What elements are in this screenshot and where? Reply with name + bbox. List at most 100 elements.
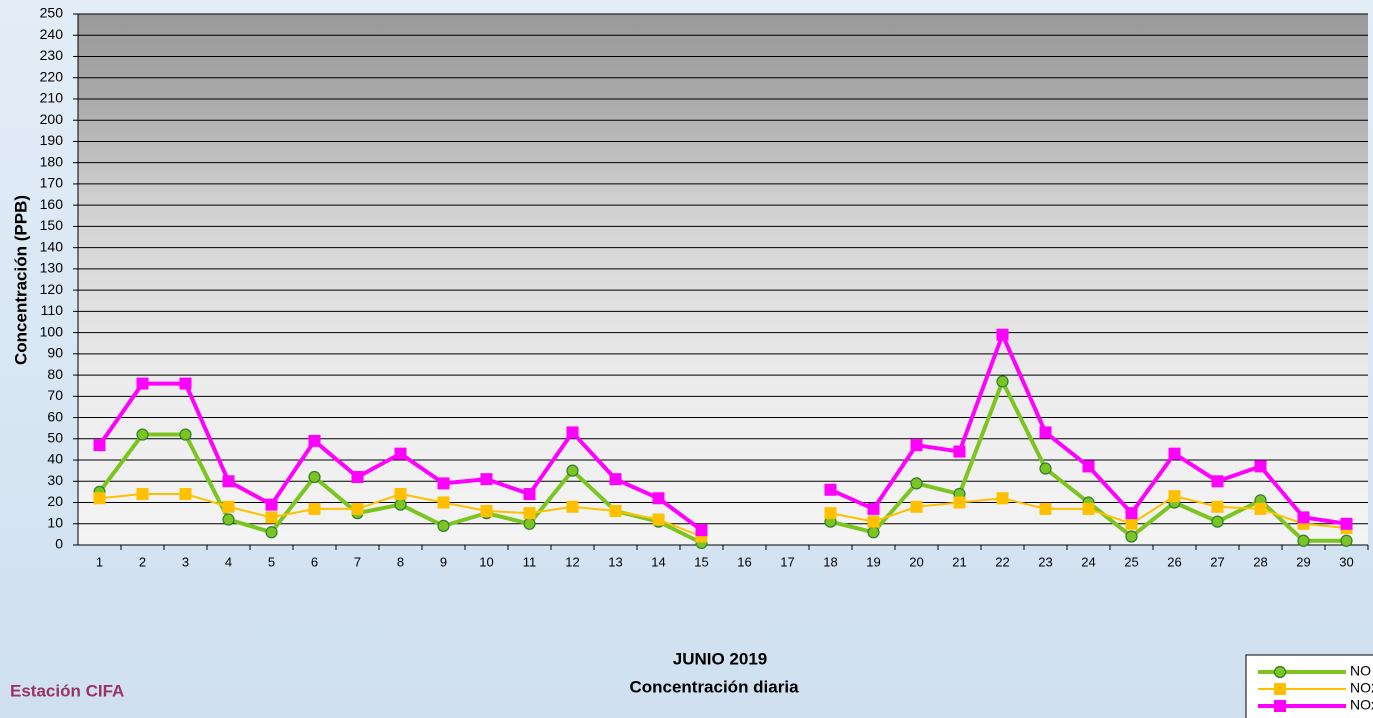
data-point — [438, 497, 450, 509]
data-point — [997, 376, 1008, 387]
x-tick-label: 12 — [565, 554, 579, 569]
y-tick-label: 60 — [47, 408, 63, 424]
y-tick-label: 70 — [47, 387, 63, 403]
data-point — [94, 492, 106, 504]
x-tick-label: 13 — [608, 554, 622, 569]
data-point — [825, 507, 837, 519]
data-point — [309, 503, 321, 515]
y-tick-label: 250 — [40, 5, 64, 21]
x-tick-label: 16 — [737, 554, 751, 569]
data-point — [438, 520, 449, 531]
y-tick-label: 140 — [40, 238, 64, 254]
x-tick-label: 21 — [952, 554, 966, 569]
x-tick-label: 18 — [823, 554, 837, 569]
data-point — [997, 329, 1009, 341]
y-tick-label: 170 — [40, 175, 64, 191]
data-point — [223, 514, 234, 525]
data-point — [1341, 535, 1352, 546]
x-tick-label: 15 — [694, 554, 708, 569]
data-point — [1126, 531, 1137, 542]
data-point — [1169, 490, 1181, 502]
y-tick-label: 150 — [40, 217, 64, 233]
data-point — [524, 518, 535, 529]
data-point — [266, 527, 277, 538]
data-point — [1040, 463, 1051, 474]
data-point — [223, 501, 235, 513]
data-point — [137, 429, 148, 440]
data-point — [395, 499, 406, 510]
legend-marker — [1274, 700, 1286, 712]
x-tick-label: 7 — [354, 554, 361, 569]
data-point — [266, 511, 278, 523]
data-point — [180, 378, 192, 390]
y-axis-label: Concentración (PPB) — [11, 195, 30, 365]
x-tick-label: 11 — [523, 554, 537, 569]
x-tick-label: 2 — [139, 554, 146, 569]
station-label: Estación CIFA — [10, 681, 124, 700]
y-tick-label: 80 — [47, 366, 63, 382]
data-point — [438, 477, 450, 489]
data-point — [1083, 503, 1095, 515]
data-point — [911, 439, 923, 451]
x-tick-label: 27 — [1210, 554, 1224, 569]
chart: Concentración (PPB) JUNIO 2019 Concentra… — [0, 0, 1373, 718]
y-tick-label: 30 — [47, 472, 63, 488]
data-point — [567, 465, 578, 476]
y-tick-label: 240 — [40, 26, 64, 42]
data-point — [180, 488, 192, 500]
data-point — [911, 501, 923, 513]
data-point — [1212, 475, 1224, 487]
data-point — [954, 446, 966, 458]
data-point — [94, 439, 106, 451]
y-tick-label: 50 — [47, 430, 63, 446]
y-tick-label: 180 — [40, 153, 64, 169]
y-tick-label: 120 — [40, 281, 64, 297]
x-tick-label: 20 — [909, 554, 923, 569]
data-point — [1298, 511, 1310, 523]
data-point — [1341, 518, 1353, 530]
data-point — [1169, 448, 1181, 460]
y-tick-label: 160 — [40, 196, 64, 212]
data-point — [1255, 460, 1267, 472]
data-point — [1126, 507, 1138, 519]
y-tick-label: 130 — [40, 260, 64, 276]
data-point — [137, 378, 149, 390]
data-point — [481, 505, 493, 517]
x-tick-label: 23 — [1038, 554, 1052, 569]
data-point — [395, 488, 407, 500]
y-tick-label: 20 — [47, 493, 63, 509]
data-point — [567, 501, 579, 513]
y-tick-label: 110 — [41, 302, 64, 318]
x-tick-label: 22 — [995, 554, 1009, 569]
x-tick-label: 26 — [1167, 554, 1181, 569]
legend-label: NO2 — [1350, 680, 1373, 696]
legend-marker — [1274, 683, 1286, 695]
data-point — [309, 472, 320, 483]
x-tick-label: 29 — [1296, 554, 1310, 569]
data-point — [137, 488, 149, 500]
data-point — [1255, 503, 1267, 515]
data-point — [1298, 535, 1309, 546]
data-point — [997, 492, 1009, 504]
data-point — [868, 503, 880, 515]
data-point — [954, 497, 966, 509]
legend-label: NO — [1350, 663, 1371, 679]
x-tick-label: 28 — [1253, 554, 1267, 569]
y-tick-label: 210 — [40, 90, 64, 106]
data-point — [481, 473, 493, 485]
data-point — [653, 514, 665, 526]
data-point — [610, 473, 622, 485]
data-point — [868, 527, 879, 538]
data-point — [395, 448, 407, 460]
x-tick-label: 8 — [397, 554, 404, 569]
data-point — [524, 488, 536, 500]
data-point — [825, 484, 837, 496]
data-point — [180, 429, 191, 440]
y-tick-label: 230 — [40, 47, 64, 63]
y-tick-label: 10 — [47, 514, 63, 530]
x-tick-label: 25 — [1124, 554, 1138, 569]
data-point — [653, 492, 665, 504]
legend-label: NOx — [1350, 697, 1373, 713]
y-tick-label: 40 — [47, 451, 63, 467]
x-tick-label: 24 — [1081, 554, 1095, 569]
